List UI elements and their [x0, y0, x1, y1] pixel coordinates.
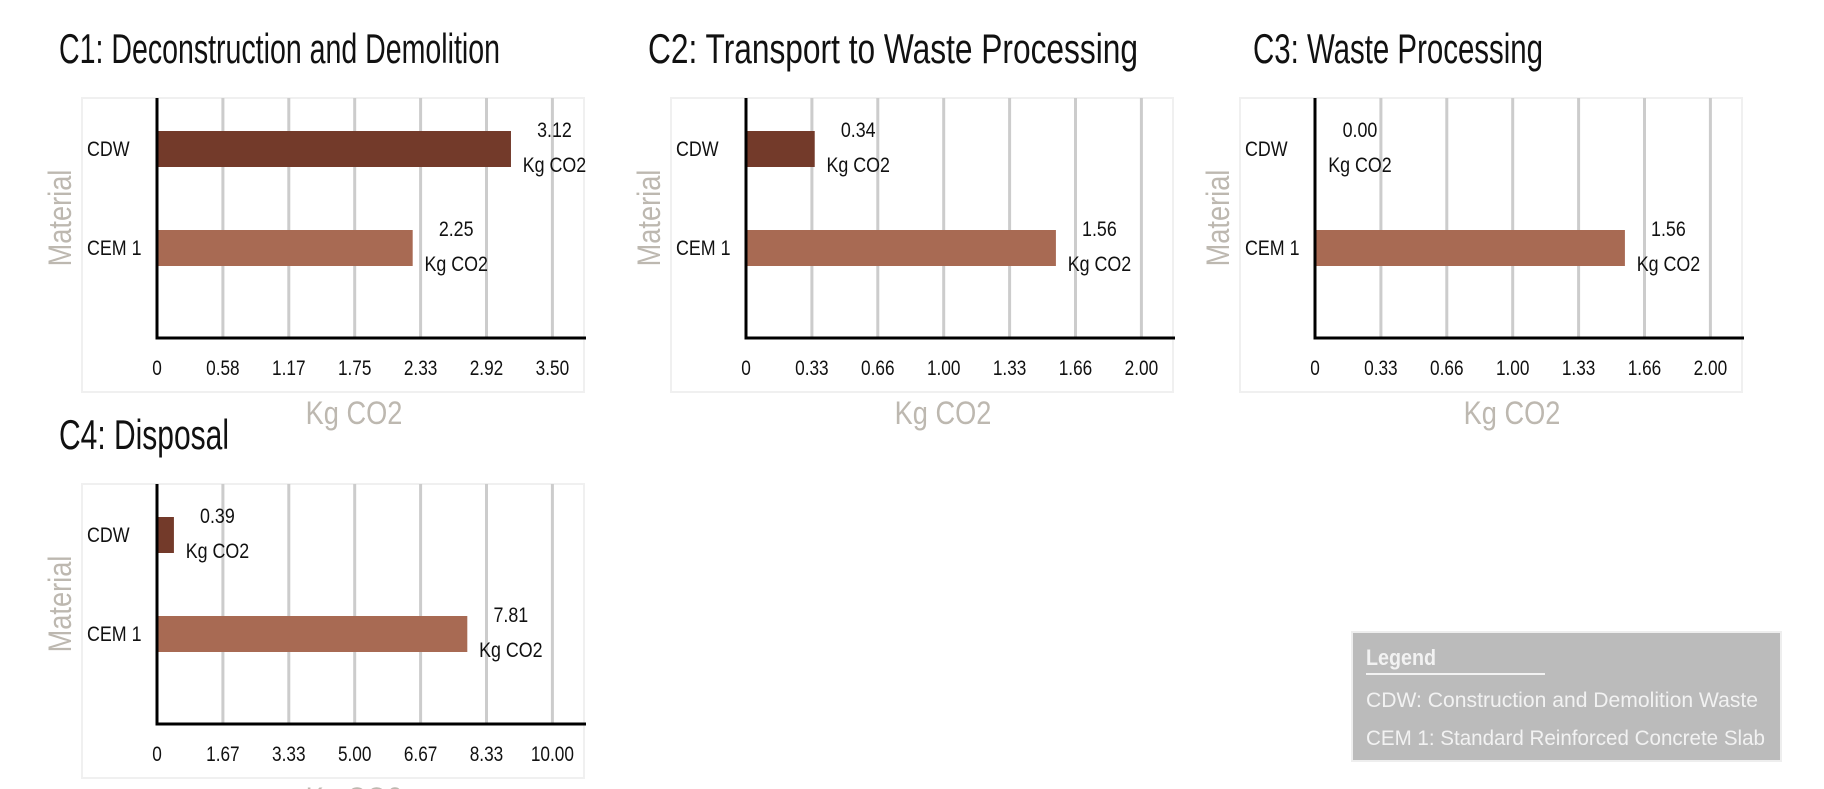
- x-tick-label: 1.67: [206, 744, 240, 767]
- category-label: CDW: [676, 138, 719, 162]
- x-axis-title: Kg CO2: [306, 396, 403, 432]
- x-axis-title: Kg CO2: [895, 396, 992, 432]
- y-axis-title: Material: [43, 556, 79, 653]
- plot-area: [81, 97, 585, 393]
- x-tick-label: 0: [152, 744, 162, 767]
- category-label: CEM 1: [87, 623, 141, 647]
- chart-title: C4: Disposal: [59, 411, 229, 458]
- x-tick-label: 0: [741, 358, 751, 381]
- value-unit-label: Kg CO2: [1328, 154, 1391, 178]
- bar-cdw: [158, 517, 174, 553]
- x-tick-label: 1.75: [338, 358, 372, 381]
- chart-c1: C1: Deconstruction and Demolition 0 0.58 1.…: [43, 25, 586, 432]
- x-tick-label: 1.00: [927, 358, 961, 381]
- category-label: CDW: [1245, 138, 1288, 162]
- category-label: CEM 1: [1245, 237, 1299, 261]
- x-tick-label: 3.33: [272, 744, 306, 767]
- value-unit-label: Kg CO2: [186, 540, 249, 564]
- category-label: CDW: [87, 524, 130, 548]
- plot-area: [670, 97, 1174, 393]
- y-axis-title: Material: [43, 170, 79, 267]
- bar-cem-1: [1316, 230, 1625, 266]
- x-tick-label: 5.00: [338, 744, 372, 767]
- x-tick-label: 0.33: [1364, 358, 1398, 381]
- x-tick-label: 3.50: [536, 358, 570, 381]
- value-unit-label: Kg CO2: [1068, 253, 1131, 277]
- x-tick-label: 2.33: [404, 358, 438, 381]
- value-label: 1.56: [1082, 218, 1117, 242]
- value-label: 1.56: [1651, 218, 1686, 242]
- x-tick-label: 8.33: [470, 744, 504, 767]
- plot-area: [81, 483, 585, 779]
- x-tick-label: 0.58: [206, 358, 240, 381]
- value-unit-label: Kg CO2: [479, 639, 542, 663]
- legend-box: [1351, 631, 1782, 762]
- x-tick-label: 1.66: [1059, 358, 1093, 381]
- value-label: 0.34: [841, 119, 876, 143]
- x-tick-label: 10.00: [531, 744, 574, 767]
- legend-title: Legend: [1366, 645, 1436, 670]
- chart-title: C1: Deconstruction and Demolition: [59, 25, 500, 72]
- chart-c2: C2: Transport to Waste Processing 0 0.33 0.…: [632, 25, 1175, 432]
- x-axis-title: Kg CO2: [1464, 396, 1561, 432]
- legend-item-cdw: CDW: Construction and Demolition Waste: [1366, 689, 1758, 712]
- chart-title: C2: Transport to Waste Processing: [648, 25, 1138, 72]
- x-tick-label: 0.33: [795, 358, 829, 381]
- x-tick-label: 1.33: [993, 358, 1027, 381]
- x-tick-label: 2.92: [470, 358, 504, 381]
- x-tick-label: 1.00: [1496, 358, 1530, 381]
- bar-cdw: [747, 131, 815, 167]
- chart-c3: C3: Waste Processing 0 0.33 0.66 1.00 1.33 1.6…: [1201, 25, 1744, 432]
- chart-title: C3: Waste Processing: [1253, 25, 1543, 72]
- legend: Legend CDW: Construction and Demolition W…: [1351, 631, 1782, 762]
- value-label: 7.81: [493, 604, 528, 628]
- bar-cem-1: [158, 230, 413, 266]
- x-tick-label: 2.00: [1125, 358, 1159, 381]
- bar-cem-1: [747, 230, 1056, 266]
- x-axis-title: Kg CO2: [306, 782, 403, 789]
- x-tick-label: 1.66: [1628, 358, 1662, 381]
- chart-c4: C4: Disposal 0 1.67 3.33 5.00 6.67 8.33 10.00 CD…: [43, 411, 586, 789]
- x-tick-label: 6.67: [404, 744, 438, 767]
- x-tick-label: 1.17: [272, 358, 306, 381]
- category-label: CEM 1: [87, 237, 141, 261]
- category-label: CEM 1: [676, 237, 730, 261]
- category-label: CDW: [87, 138, 130, 162]
- plot-area: [1239, 97, 1743, 393]
- value-label: 0.00: [1343, 119, 1378, 143]
- bar-cdw: [158, 131, 511, 167]
- x-tick-label: 0: [152, 358, 162, 381]
- y-axis-title: Material: [1201, 170, 1237, 267]
- x-tick-label: 0.66: [1430, 358, 1464, 381]
- x-tick-label: 0.66: [861, 358, 895, 381]
- x-tick-label: 1.33: [1562, 358, 1596, 381]
- value-unit-label: Kg CO2: [1637, 253, 1700, 277]
- value-label: 2.25: [439, 218, 474, 242]
- legend-item-cem1: CEM 1: Standard Reinforced Concrete Slab: [1366, 727, 1765, 750]
- x-tick-label: 2.00: [1694, 358, 1728, 381]
- value-unit-label: Kg CO2: [424, 253, 487, 277]
- value-unit-label: Kg CO2: [523, 154, 586, 178]
- value-unit-label: Kg CO2: [826, 154, 889, 178]
- y-axis-title: Material: [632, 170, 668, 267]
- value-label: 3.12: [537, 119, 572, 143]
- bar-cem-1: [158, 616, 468, 652]
- x-tick-label: 0: [1310, 358, 1320, 381]
- value-label: 0.39: [200, 505, 235, 529]
